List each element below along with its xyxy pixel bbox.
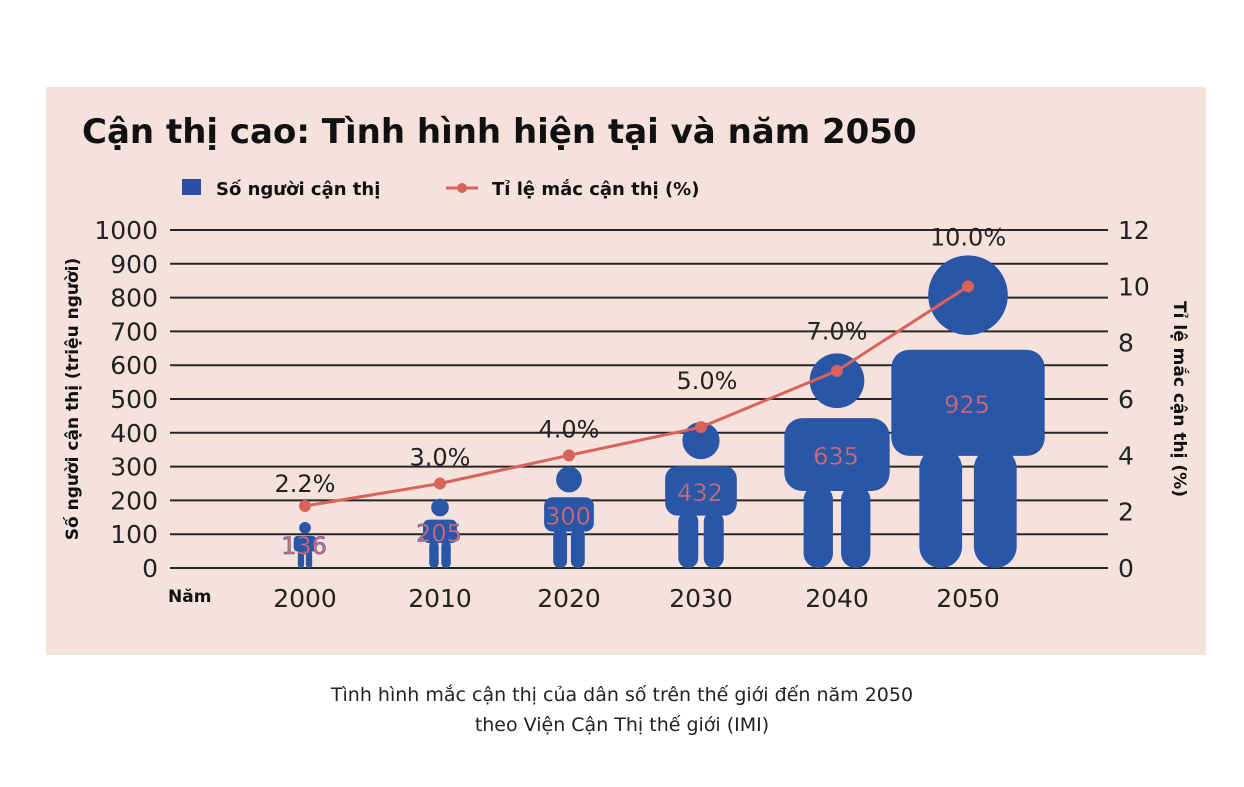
bar-value-label: 205 — [416, 519, 462, 547]
right-tick-label: 0 — [1118, 554, 1134, 583]
person-body — [544, 497, 594, 532]
right-tick-label: 4 — [1118, 441, 1134, 470]
person-leg — [803, 484, 833, 568]
person-body — [784, 418, 890, 492]
person-leg — [703, 511, 724, 568]
rate-value-label: 4.0% — [539, 415, 600, 443]
x-tick-label: 2040 — [805, 584, 869, 613]
caption-line-2: theo Viện Cận Thị thế giới (IMI) — [474, 714, 770, 736]
left-tick-label: 900 — [110, 250, 158, 279]
bar-value-label: 300 — [545, 502, 591, 530]
rate-value-label: 2.2% — [275, 470, 336, 498]
person-bar: 136 — [281, 522, 327, 568]
person-bar: 432 — [665, 421, 737, 568]
bar-value-label: 925 — [944, 391, 990, 419]
person-leg — [678, 511, 699, 568]
legend-bar-swatch — [182, 179, 201, 195]
x-tick-label: 2030 — [669, 584, 733, 613]
person-head — [809, 353, 865, 409]
person-head — [299, 522, 311, 534]
caption-line-1: Tình hình mắc cận thị của dân số trên th… — [330, 684, 914, 706]
rate-point — [962, 280, 974, 293]
right-tick-label: 10 — [1118, 272, 1150, 301]
person-head — [682, 421, 720, 460]
person-bar: 300 — [544, 466, 594, 568]
person-leg — [441, 541, 451, 568]
right-tick-label: 2 — [1118, 498, 1134, 527]
rate-point — [299, 500, 311, 513]
x-tick-label: 2020 — [537, 584, 601, 613]
left-tick-label: 0 — [142, 554, 158, 583]
left-tick-label: 300 — [110, 453, 158, 482]
people-bars: 136 205 300 432 635 925 — [281, 255, 1045, 568]
person-leg — [553, 528, 568, 568]
bar-value-label: 432 — [677, 479, 723, 507]
left-tick-label: 100 — [110, 520, 158, 549]
legend: Số người cận thị Tỉ lệ mắc cận thị (%) — [182, 179, 699, 200]
legend-bar-label: Số người cận thị — [216, 179, 380, 200]
rate-point — [695, 421, 707, 434]
person-body — [891, 349, 1045, 456]
rate-value-label: 5.0% — [677, 367, 738, 395]
left-tick-label: 400 — [110, 419, 158, 448]
chart-title: Cận thị cao: Tình hình hiện tại và năm 2… — [82, 112, 917, 152]
left-tick-label: 200 — [110, 486, 158, 515]
right-tick-label: 8 — [1118, 329, 1134, 358]
person-head — [431, 498, 449, 517]
left-tick-label: 700 — [110, 317, 158, 346]
person-leg — [919, 447, 963, 568]
rate-point — [434, 477, 446, 490]
bar-value-label: 136 — [281, 532, 327, 560]
right-axis-ticks: 0 2 4 6 8 10 12 — [1118, 216, 1150, 583]
rate-value-label: 3.0% — [410, 444, 471, 472]
left-tick-label: 1000 — [94, 216, 158, 245]
person-leg — [570, 528, 585, 568]
rate-line-series: 2.2% 3.0% 4.0% 5.0% 7.0% 10.0% — [275, 223, 1006, 513]
rate-point — [563, 449, 575, 462]
person-bar: 635 — [784, 353, 890, 568]
x-axis-ticks: 2000 2010 2020 2030 2040 2050 — [273, 584, 1000, 613]
person-body — [423, 519, 457, 544]
bar-value-label: 635 — [813, 443, 859, 471]
rate-point — [831, 364, 843, 377]
chart: Cận thị cao: Tình hình hiện tại và năm 2… — [62, 112, 1190, 613]
left-tick-label: 500 — [110, 385, 158, 414]
x-tick-label: 2010 — [408, 584, 472, 613]
rate-line — [304, 285, 969, 508]
left-tick-label: 600 — [110, 351, 158, 380]
person-leg — [841, 484, 871, 568]
y-axis-right-label: Tỉ lệ mắc cận thị (%) — [1169, 301, 1190, 497]
person-body — [665, 466, 737, 516]
person-head — [928, 255, 1008, 335]
right-tick-label: 12 — [1118, 216, 1150, 245]
person-leg — [297, 550, 305, 568]
x-tick-label: 2050 — [936, 584, 1000, 613]
person-body — [293, 535, 317, 552]
left-axis-ticks: 0 100 200 300 400 500 600 700 800 900 1000 — [94, 216, 158, 583]
legend-line-label: Tỉ lệ mắc cận thị (%) — [492, 179, 699, 200]
rate-value-label: 7.0% — [807, 317, 868, 345]
person-leg — [973, 447, 1017, 568]
person-leg — [305, 550, 313, 568]
rate-value-label: 10.0% — [930, 223, 1006, 251]
right-tick-label: 6 — [1118, 385, 1134, 414]
x-tick-label: 2000 — [273, 584, 337, 613]
person-leg — [429, 541, 439, 568]
x-axis-label: Năm — [168, 587, 211, 607]
caption: Tình hình mắc cận thị của dân số trên th… — [0, 680, 1244, 740]
legend-line-dot — [457, 183, 467, 193]
person-bar: 925 — [891, 255, 1045, 568]
y-axis-left-label: Số người cận thị (triệu người) — [62, 258, 83, 541]
person-head — [556, 466, 582, 493]
left-tick-label: 800 — [110, 284, 158, 313]
chart-panel: Cận thị cao: Tình hình hiện tại và năm 2… — [46, 87, 1206, 655]
person-bar: 205 — [416, 498, 462, 568]
